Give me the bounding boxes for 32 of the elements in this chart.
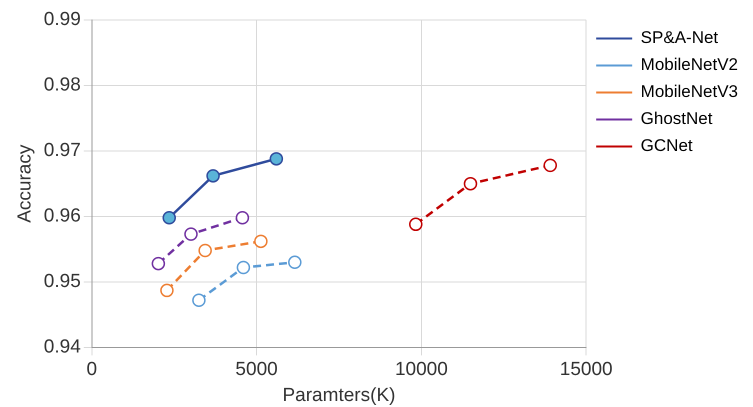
point [288,256,302,270]
y-tick-label: 0.98 [44,74,81,96]
legend-label: GhostNet [640,109,713,128]
point [160,284,174,298]
point [198,244,212,258]
y-axis-title: Accuracy [14,144,36,223]
legend-label: SP&A-Net [640,28,718,48]
point [543,158,557,172]
point [270,152,284,166]
legend-label: MobileNetV3 [640,82,738,102]
point [152,256,166,270]
point [184,227,198,241]
y-tick-label: 0.99 [44,9,81,30]
x-tick-label: 10000 [394,359,448,380]
x-tick-label: 15000 [560,359,613,380]
x-axis-title: Paramters(K) [282,384,396,406]
point [236,211,250,224]
x-tick-label: 5000 [235,359,278,380]
point [192,294,206,308]
y-tick-label: 0.97 [44,140,81,162]
y-tick-label: 0.95 [44,271,81,292]
legend-label: MobileNetV2 [640,55,738,74]
point [162,211,176,224]
x-tick-label: 0 [86,359,98,380]
y-tick-label: 0.94 [44,336,82,358]
legend-label: GCNet [640,136,693,156]
point [464,176,478,190]
point [206,169,220,183]
point [409,218,423,232]
y-tick-label: 0.96 [44,206,81,227]
point [254,234,268,248]
point [236,260,250,274]
